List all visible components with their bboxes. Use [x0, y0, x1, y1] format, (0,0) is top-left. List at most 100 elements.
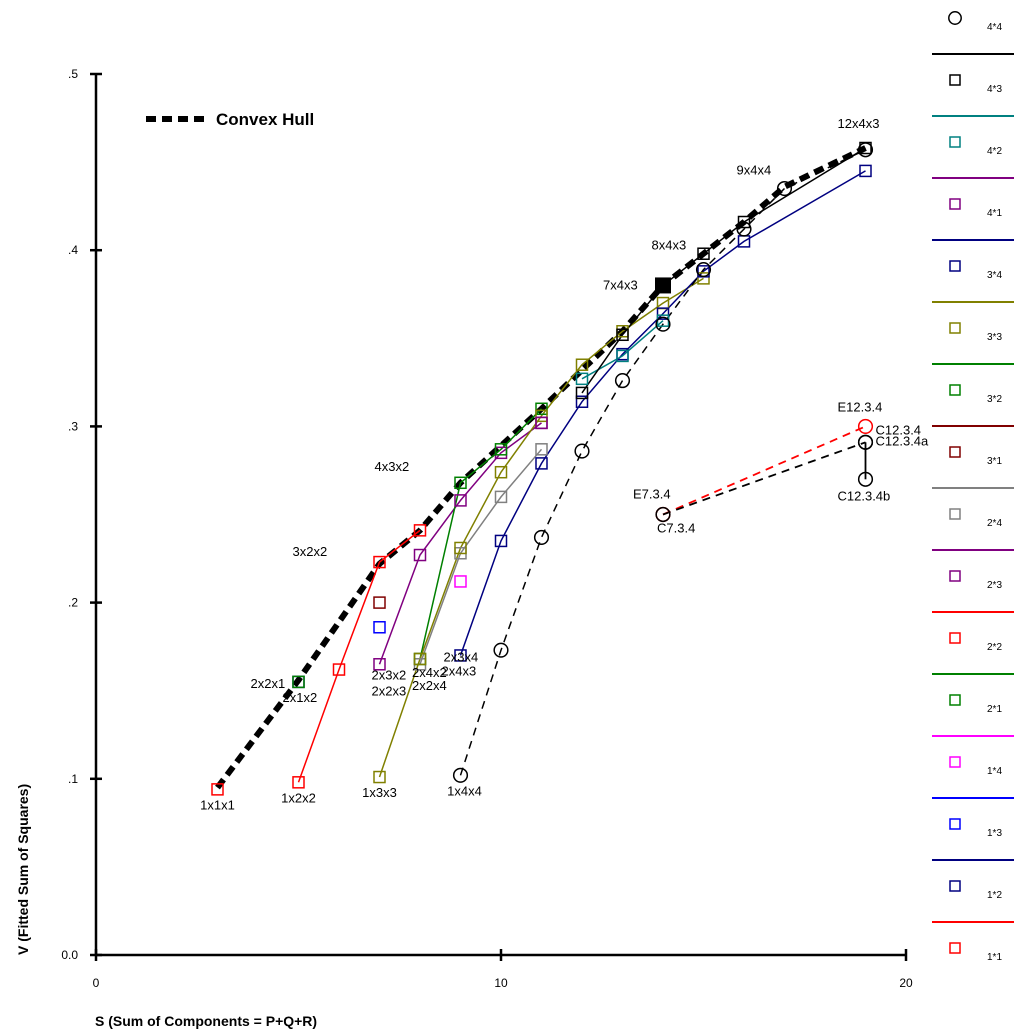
x-tick-label: 20	[899, 976, 913, 990]
legend-marker-1*1	[949, 942, 961, 954]
data-point-3*3	[575, 358, 589, 371]
point-annotation: 1x1x1	[200, 797, 235, 812]
series-line-2*2	[297, 529, 421, 783]
point-annotation: 2x2x4	[412, 678, 447, 693]
legend-label-2*4: 2*4	[987, 518, 1002, 529]
legend-marker-2*4	[949, 508, 961, 520]
data-point-3*3	[494, 465, 508, 479]
data-point-1*3	[373, 621, 386, 634]
data-point-3*4	[575, 395, 589, 408]
legend-label-4*4: 4*4	[987, 22, 1002, 33]
extra-data-point	[857, 471, 874, 487]
series-line-3*3	[378, 277, 704, 778]
legend-label-3*3: 3*3	[987, 332, 1002, 343]
point-annotation: 3x2x2	[293, 544, 328, 559]
data-point-3*3	[454, 541, 467, 555]
data-point-2*3	[454, 494, 467, 507]
point-annotation: E7.3.4	[633, 487, 671, 502]
x-tick-label: 0	[93, 976, 100, 990]
data-point-4*4	[736, 221, 752, 237]
data-point-3*3	[535, 409, 548, 423]
point-annotation: 2x1x2	[283, 690, 318, 705]
y-axis-label: V (Fitted Sum of Squares)	[15, 784, 31, 955]
y-tick-label: .2	[68, 596, 78, 610]
legend-marker-4*2	[949, 136, 961, 148]
legend-marker-1*3	[949, 818, 961, 830]
legend-label-4*2: 4*2	[987, 146, 1002, 157]
data-point-2*4	[494, 490, 508, 504]
data-point-1*1	[211, 783, 224, 796]
data-point-2*3	[413, 548, 427, 562]
legend-label-1*4: 1*4	[987, 766, 1002, 777]
point-annotation: E12.3.4	[838, 399, 883, 414]
point-annotation: C12.3.4a	[876, 433, 930, 448]
legend-marker-2*3	[949, 570, 961, 582]
legend-label-2*3: 2*3	[987, 580, 1002, 591]
legend-marker-4*1	[949, 198, 961, 210]
convex-hull-label: Convex Hull	[216, 110, 314, 129]
y-tick-label: .5	[68, 67, 78, 81]
extra-segment-line	[662, 441, 866, 516]
data-point-3*2	[494, 443, 508, 456]
data-point-4*4	[493, 642, 509, 658]
point-annotation: 9x4x4	[737, 163, 772, 178]
data-point-4*4	[776, 180, 793, 197]
series-line-2*3	[378, 422, 542, 665]
plot-area: 0.0 .1 .2 .3 .4 .5 0 10 20 Convex Hull 1x1x1 1x2x2 1…	[61, 67, 929, 990]
extra-segment-line	[662, 425, 866, 516]
point-annotation: 2x4x2	[412, 665, 447, 680]
series-line-4*4	[459, 149, 866, 776]
legend-marker-2*2	[949, 632, 961, 644]
legend-marker-4*3	[949, 74, 961, 86]
data-point-3*4	[454, 649, 467, 662]
data-point-3*4	[535, 457, 548, 470]
data-point-2*4	[535, 443, 548, 456]
point-annotation: 2x3x2	[372, 667, 407, 682]
point-annotation: 7x4x3	[603, 277, 638, 292]
data-point-4*4	[574, 443, 590, 459]
data-point-3*1	[373, 596, 386, 609]
data-point-3*3	[697, 272, 710, 285]
legend-label-2*1: 2*1	[987, 704, 1002, 715]
legend-marker-1*2	[949, 880, 961, 892]
legend-marker-3*2	[949, 384, 961, 396]
point-annotation: 2x2x1	[251, 676, 286, 691]
point-annotation: 1x4x4	[447, 783, 482, 798]
legend-label-3*1: 3*1	[987, 456, 1002, 467]
legend-marker-3*1	[949, 446, 961, 458]
legend-label-1*1: 1*1	[987, 952, 1002, 963]
data-point-3*2	[454, 476, 467, 490]
legend-label-3*2: 3*2	[987, 394, 1002, 405]
legend-label-2*2: 2*2	[987, 642, 1002, 653]
data-point-2*1	[292, 675, 305, 689]
data-point-4*4	[655, 316, 671, 332]
point-annotation: 1x2x2	[281, 790, 316, 805]
y-tick-label: .3	[68, 419, 78, 433]
point-annotation: 8x4x3	[652, 238, 687, 253]
data-point-2*3	[535, 416, 548, 430]
point-annotation: C12.3.4b	[838, 488, 891, 503]
legend-marker-2*1	[949, 694, 961, 706]
extra-data-point	[857, 434, 874, 450]
data-point-4*3	[575, 386, 589, 400]
data-point-4*2	[616, 349, 629, 363]
data-point-3*3	[373, 770, 386, 784]
data-point-3*4	[859, 164, 872, 178]
data-point-3*4	[494, 534, 508, 548]
point-annotation: 12x4x3	[838, 116, 880, 131]
filled-marker	[655, 277, 671, 294]
legend-label-1*2: 1*2	[987, 890, 1002, 901]
data-point-4*4	[452, 767, 469, 783]
data-point-1*4	[454, 575, 467, 588]
data-point-2*2	[373, 555, 386, 569]
y-tick-label: 0.0	[61, 948, 78, 962]
data-point-2*2	[413, 524, 427, 537]
data-point-4*2	[575, 372, 589, 386]
point-annotation: C12.3.4	[876, 422, 922, 437]
data-point-4*4	[695, 262, 712, 278]
legend-marker-3*4	[949, 260, 961, 272]
data-point-4*1	[535, 416, 548, 430]
y-tick-label: .1	[68, 772, 78, 786]
series-line-4*3	[581, 147, 866, 394]
